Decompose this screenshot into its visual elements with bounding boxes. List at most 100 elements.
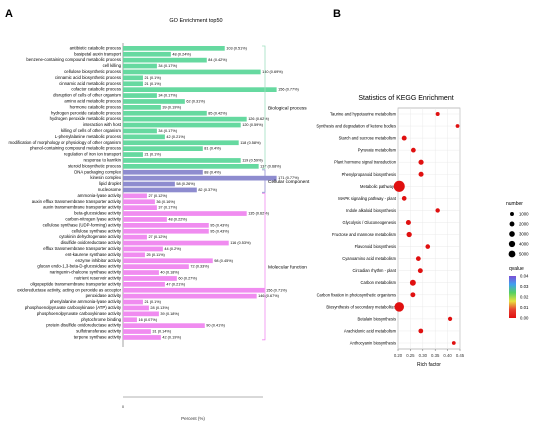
- go-term-label-phenol-containing-compound-metabolic-process: phenol-containing compound metabolic pro…: [30, 146, 121, 151]
- go-bar-ent-kaurene-synthase-activity: [123, 252, 145, 258]
- go-bar-kinesin-complex: [123, 175, 277, 181]
- go-bar-value-cinnamic-acid-metabolic-process: 21 (0.1%): [144, 82, 161, 86]
- kegg-x-tick-label: 0.35: [431, 353, 440, 358]
- go-term-label-hydrogen-peroxide-metabolic-process: hydrogen peroxide metabolic process: [50, 116, 121, 121]
- kegg-pathway-label-starch-and-sucrose-metabolism: Starch and sucrose metabolism: [339, 136, 397, 141]
- go-bar-phosphoenolpyruvate-carboxykinase-activity: [123, 311, 159, 317]
- go-bar-hormone-catabolic-process: [123, 105, 161, 110]
- kegg-x-tick-label: 0.20: [394, 353, 403, 358]
- go-bar-hydrogen-peroxide-metabolic-process: [123, 116, 247, 122]
- kegg-dot-fructose-and-mannose-metabolism: [406, 231, 412, 238]
- go-term-label-basipetal-auxin-transport: basipetal auxin transport: [74, 51, 122, 56]
- go-term-label-l-phenylalanine-metabolic-process: L-phenylalanine metabolic process: [55, 134, 121, 139]
- go-bar-value-auxin-transmembrane-transporter-activity: 37 (0.17%): [158, 206, 177, 210]
- go-bar-value-basipetal-auxin-transport: 48 (0.24%): [172, 52, 191, 56]
- kegg-pathway-label-glycolysis-gluconeogenesis: Glycolysis / Gluconeogenesis: [343, 220, 396, 225]
- go-term-label-ent-kaurene-synthase-activity: ent-kaurene synthase activity: [65, 252, 122, 257]
- kegg-dot-indole-alkaloid-biosynthesis: [435, 208, 440, 213]
- go-bar-value-cellulose-synthase-udp-forming-activity: 95 (0.43%): [210, 223, 229, 227]
- go-bar-value-cellulose-biosynthetic-process: 140 (0.69%): [262, 70, 283, 74]
- kegg-pathway-label-anthocyanin-biosynthesis: Anthocyanin biosynthesis: [350, 341, 396, 346]
- kegg-pathway-label-plant-hormone-signal-transduction: Plant hormone signal transduction: [334, 160, 397, 165]
- go-bar-ammonia-lyase-activity: [123, 193, 147, 199]
- go-term-label-auxin-transmembrane-transporter-activity: auxin transmembrane transporter activity: [43, 205, 122, 210]
- go-bar-cinnamic-acid-biosynthetic-process: [123, 75, 143, 81]
- go-bar-l-phenylalanine-metabolic-process: [123, 134, 165, 140]
- go-bar-cell-killing: [123, 63, 157, 69]
- go-bar-value-phosphoenolpyruvate-carboxykinase-atp-activity: 28 (0.13%): [150, 306, 169, 310]
- go-bar-value-enzyme-inhibitor-activity: 98 (0.45%): [214, 259, 233, 263]
- size-legend-title: number: [506, 201, 523, 207]
- go-bar-value-hydrogen-peroxide-metabolic-process: 126 (0.62%): [248, 117, 269, 121]
- go-bar-terpene-synthase-activity: [123, 335, 161, 340]
- kegg-x-tick-label: 0.25: [406, 353, 415, 358]
- go-term-label-cinnamic-acid-metabolic-process: cinnamic acid metabolic process: [59, 81, 121, 86]
- go-bar-auxin-efflux-transmembrane-transporter-activity: [123, 199, 155, 205]
- go-chart-title: GO Enrichment top50: [169, 18, 222, 24]
- go-term-label-auxin-efflux-transmembrane-transporter-activity: auxin efflux transmembrane transporter a…: [32, 199, 122, 204]
- go-term-label-cellulose-synthase-udp-forming-activity: cellulose synthase (UDP-forming) activit…: [43, 222, 122, 227]
- go-group-bracket-biological-process: [262, 45, 266, 170]
- go-term-label-nutrient-reservoir-activity: nutrient reservoir activity: [74, 276, 121, 281]
- go-term-label-regulation-of-iron-ion-transport: regulation of iron ion transport: [64, 152, 122, 157]
- go-bar-value-nucleosome: 82 (0.37%): [198, 188, 217, 192]
- go-bar-nucleosome: [123, 187, 197, 193]
- go-bar-killing-of-cells-of-other-organism: [123, 128, 157, 134]
- go-bar-value-interaction-with-host: 120 (0.59%): [242, 123, 263, 127]
- kegg-pathway-label-carbon-metabolism: Carbon metabolism: [361, 280, 397, 285]
- go-term-label-phenylalanine-ammonia-lyase-activity: phenylalanine ammonia-lyase activity: [50, 299, 122, 304]
- go-bar-disulfide-oxidoreductase-activity: [123, 240, 229, 246]
- go-bar-value-killing-of-cells-of-other-organism: 34 (0.17%): [158, 129, 177, 133]
- go-term-label-kinesin-complex: kinesin complex: [90, 175, 121, 180]
- size-legend-label-1000: 1000: [519, 212, 529, 217]
- go-x-tick-label: 0: [122, 404, 125, 409]
- go-term-label-hormone-catabolic-process: hormone catabolic process: [70, 104, 121, 109]
- go-bar-value-disruption-of-cells-of-other-organism: 34 (0.17%): [158, 94, 177, 98]
- go-bar-value-beta-glucosidase-activity: 135 (0.62%): [248, 212, 269, 216]
- go-term-label-phosphoenolpyruvate-carboxykinase-activity: phosphoenolpyruvate carboxykinase activi…: [37, 311, 122, 316]
- size-legend-label-5000: 5000: [519, 252, 529, 257]
- go-term-label-sulfotransferase-activity: sulfotransferase activity: [76, 329, 122, 334]
- go-bar-value-nutrient-reservoir-activity: 60 (0.27%): [178, 277, 197, 281]
- qvalue-colorbar: [509, 276, 516, 318]
- kegg-x-tick-label: 0.45: [456, 353, 465, 358]
- go-group-label-cellular-component: Cellular component: [268, 179, 310, 185]
- kegg-dot-carbon-metabolism: [409, 279, 416, 286]
- go-bar-oxidoreductase-activity-acting-on-peroxide-as-acceptor: [123, 287, 265, 293]
- go-bar-auxin-transmembrane-transporter-activity: [123, 205, 157, 210]
- go-bar-value-terpene-synthase-activity: 42 (0.19%): [162, 336, 181, 340]
- go-bar-value-efflux-transmembrane-transporter-activity: 44 (0.2%): [164, 247, 181, 251]
- go-term-label-dna-packaging-complex: DNA packaging complex: [74, 169, 122, 174]
- go-term-label-oxidoreductase-activity-acting-on-peroxide-as-acceptor: oxidoreductase activity, acting on perox…: [17, 287, 122, 292]
- kegg-dot-pyruvate-metabolism: [411, 147, 416, 153]
- go-bar-hydrogen-peroxide-catabolic-process: [123, 110, 207, 116]
- go-bar-peroxidase-activity: [123, 293, 257, 299]
- go-bar-value-protein-disulfide-oxidoreductase-activity: 90 (0.41%): [206, 324, 225, 328]
- go-bar-value-ent-kaurene-synthase-activity: 25 (0.11%): [146, 253, 165, 257]
- go-term-label-lipid-droplet: lipid droplet: [99, 181, 122, 186]
- go-bar-value-cofactor-catabolic-process: 156 (0.77%): [278, 88, 299, 92]
- kegg-pathway-label-metabolic-pathways: Metabolic pathways: [360, 184, 396, 189]
- go-bar-phytochrome-binding: [123, 317, 137, 323]
- go-group-bracket-cellular-component: [262, 169, 266, 193]
- kegg-pathway-label-betalain-biosynthesis: Betalain biosynthesis: [358, 316, 396, 321]
- kegg-pathway-label-pyruvate-metabolism: Pyruvate metabolism: [358, 148, 397, 153]
- go-term-label-antibiotic-catabolic-process: antibiotic catabolic process: [70, 45, 121, 50]
- kegg-x-axis-title: Rich factor: [417, 362, 441, 368]
- go-bar-value-carbon-nitrogen-lyase-activity: 48 (0.22%): [168, 218, 187, 222]
- go-term-label-amino-acid-metabolic-process: amino acid metabolic process: [64, 99, 121, 104]
- go-term-label-response-to-karrikin: response to karrikin: [84, 158, 122, 163]
- go-term-label-naringenin-chalcone-synthase-activity: naringenin-chalcone synthase activity: [50, 270, 122, 275]
- kegg-dot-phenylpropanoid-biosynthesis: [418, 171, 424, 177]
- kegg-pathway-label-mapk-signaling-pathway-plant: MAPK signaling pathway - plant: [338, 196, 397, 201]
- go-bar-value-amino-acid-metabolic-process: 62 (0.31%): [186, 100, 205, 104]
- go-bar-value-modification-of-morphology-or-physiology-of-other-organism: 118 (0.58%): [240, 141, 261, 145]
- go-term-label-nucleosome: nucleosome: [98, 187, 122, 192]
- size-legend-dot-2000: [509, 221, 515, 227]
- kegg-dot-betalain-biosynthesis: [447, 316, 453, 322]
- go-term-label-cellulose-biosynthetic-process: cellulose biosynthetic process: [64, 69, 121, 74]
- go-bar-value-dna-packaging-complex: 88 (0.4%): [204, 170, 221, 174]
- go-bar-value-steroid-biosynthetic-process: 137 (0.68%): [260, 164, 281, 168]
- go-bar-value-cellulose-synthase-activity: 95 (0.43%): [210, 229, 229, 233]
- go-term-label-cytokinin-dehydrogenase-activity: cytokinin dehydrogenase activity: [59, 234, 122, 239]
